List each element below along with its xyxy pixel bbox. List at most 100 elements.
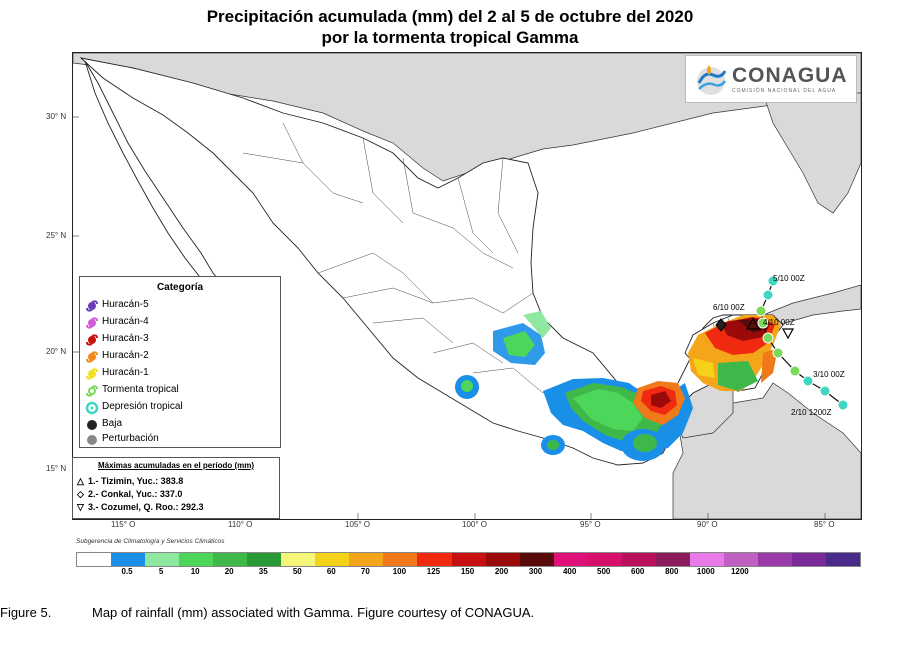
colorbar-segment bbox=[621, 553, 656, 566]
colorbar-label: 1200 bbox=[730, 567, 749, 576]
lat-label-25: 25° N bbox=[46, 231, 67, 240]
disturbance-icon bbox=[87, 435, 97, 445]
colorbar-label: 0.5 bbox=[121, 567, 133, 576]
category-legend: Categoría Huracán-5 Huracán-4 Huracán-3 … bbox=[79, 276, 281, 448]
lon-label-85: 85° O bbox=[814, 520, 835, 529]
lat-label-30: 30° N bbox=[46, 112, 67, 121]
colorbar-segment bbox=[655, 553, 690, 566]
maxima-item-2: ◇ 2.- Conkal, Yuc.: 337.0 bbox=[77, 489, 183, 499]
colorbar-label: 1000 bbox=[696, 567, 715, 576]
figure-label: Figure 5. bbox=[0, 605, 52, 620]
colorbar-label: 400 bbox=[562, 567, 577, 576]
colorbar-label: 100 bbox=[392, 567, 407, 576]
hurricane-icon bbox=[86, 351, 98, 363]
colorbar-label: 500 bbox=[596, 567, 611, 576]
colorbar-segment bbox=[281, 553, 316, 566]
figure-caption: Map of rainfall (mm) associated with Gam… bbox=[92, 605, 535, 620]
max-3-inverted-triangle-icon bbox=[781, 328, 795, 340]
colorbar-segment bbox=[111, 553, 146, 566]
depression-icon bbox=[85, 401, 99, 415]
colorbar-label: 70 bbox=[360, 567, 370, 576]
track-label-3-10: 3/10 00Z bbox=[813, 370, 845, 379]
colorbar-label: 60 bbox=[326, 567, 336, 576]
colorbar-label: 600 bbox=[631, 567, 645, 576]
colorbar-segment bbox=[179, 553, 214, 566]
depression-marker bbox=[837, 399, 849, 411]
track-label-6-10: 6/10 00Z bbox=[713, 303, 745, 312]
colorbar-labels: 0.5 5 10 20 35 50 60 70 100 125 150 200 300 400 500 600… bbox=[76, 567, 859, 579]
hurricane-icon bbox=[86, 334, 98, 346]
colorbar-segment bbox=[757, 553, 792, 566]
rainfall-shading bbox=[455, 311, 781, 461]
colorbar-segment bbox=[247, 553, 282, 566]
map-frame: 5/10 00Z 6/10 00Z 4/10 00Z 3/10 00Z 2/10… bbox=[72, 52, 862, 520]
colorbar-segment bbox=[587, 553, 622, 566]
logo-subtitle: COMISIÓN NACIONAL DEL AGUA bbox=[732, 88, 837, 94]
storm-marker bbox=[755, 305, 767, 317]
colorbar-segment bbox=[77, 553, 112, 566]
depression-marker bbox=[802, 375, 814, 387]
lon-label-100: 100° O bbox=[462, 520, 487, 529]
maxima-title: Máximas acumuladas en el período (mm) bbox=[97, 461, 255, 470]
colorbar-label: 150 bbox=[460, 567, 475, 576]
hurricane-icon bbox=[86, 368, 98, 380]
colorbar-segment bbox=[485, 553, 520, 566]
storm-marker bbox=[772, 347, 784, 359]
colorbar-label: 20 bbox=[224, 567, 234, 576]
colorbar-segment bbox=[553, 553, 588, 566]
colorbar-label: 200 bbox=[494, 567, 509, 576]
source-note: Subgerencia de Climatología y Servicios … bbox=[76, 538, 225, 545]
colorbar-segment bbox=[383, 553, 418, 566]
colorbar-segment bbox=[826, 553, 861, 566]
lon-label-105: 105° O bbox=[345, 520, 370, 529]
colorbar-segment bbox=[315, 553, 350, 566]
max-2-diamond-icon bbox=[715, 318, 727, 332]
lon-label-110: 110° O bbox=[228, 520, 253, 529]
map-title-line-1: Precipitación acumulada (mm) del 2 al 5 … bbox=[206, 7, 694, 26]
colorbar-segment bbox=[519, 553, 554, 566]
colorbar-segment bbox=[145, 553, 180, 566]
storm-icon bbox=[86, 385, 98, 397]
depression-marker bbox=[819, 385, 831, 397]
inverted-triangle-icon: ▽ bbox=[77, 502, 84, 512]
map-title-line-2: por la tormenta tropical Gamma bbox=[321, 28, 579, 47]
maxima-item-1: △ 1.- Tizimin, Yuc.: 383.8 bbox=[77, 476, 184, 486]
colorbar-segment bbox=[213, 553, 248, 566]
colorbar-label: 300 bbox=[528, 567, 543, 576]
state-borders bbox=[242, 122, 754, 424]
colorbar-segment bbox=[791, 553, 827, 566]
storm-marker bbox=[789, 365, 801, 377]
colorbar-segment bbox=[689, 553, 724, 566]
colorbar-label: 800 bbox=[665, 567, 679, 576]
depression-marker bbox=[767, 275, 779, 287]
colorbar-segment bbox=[723, 553, 758, 566]
lat-label-15: 15° N bbox=[46, 464, 67, 473]
conagua-logo: CONAGUA COMISIÓN NACIONAL DEL AGUA bbox=[685, 55, 857, 103]
colorbar-segment bbox=[417, 553, 452, 566]
diamond-icon: ◇ bbox=[77, 489, 84, 499]
depression-marker bbox=[762, 289, 774, 301]
maxima-box: Máximas acumuladas en el período (mm) △ 1… bbox=[72, 457, 280, 519]
triangle-icon: △ bbox=[77, 476, 84, 486]
lon-label-115: 115° O bbox=[111, 520, 136, 529]
florida-land bbox=[762, 92, 861, 214]
rainfall-colorbar bbox=[76, 552, 861, 567]
conagua-wave-icon bbox=[697, 65, 727, 95]
track-label-4-10: 4/10 00Z bbox=[763, 318, 795, 327]
lon-label-90: 90° O bbox=[697, 520, 718, 529]
max-1-triangle-icon bbox=[745, 317, 761, 330]
map-canvas: 5/10 00Z 6/10 00Z 4/10 00Z 3/10 00Z 2/10… bbox=[73, 53, 861, 519]
storm-marker bbox=[762, 332, 774, 344]
legend-title: Categoría bbox=[156, 282, 204, 293]
colorbar-label: 10 bbox=[190, 567, 200, 576]
colorbar-label: 125 bbox=[426, 567, 441, 576]
colorbar-label: 5 bbox=[158, 567, 164, 576]
hurricane-icon bbox=[86, 300, 98, 312]
logo-name: CONAGUA bbox=[732, 64, 848, 87]
lon-label-95: 95° O bbox=[580, 520, 601, 529]
colorbar-segment bbox=[349, 553, 384, 566]
storm-marker bbox=[757, 317, 769, 329]
colorbar-segment bbox=[451, 553, 486, 566]
track-label-2-10: 2/10 1200Z bbox=[791, 408, 832, 417]
track-label-5-10: 5/10 00Z bbox=[773, 274, 805, 283]
